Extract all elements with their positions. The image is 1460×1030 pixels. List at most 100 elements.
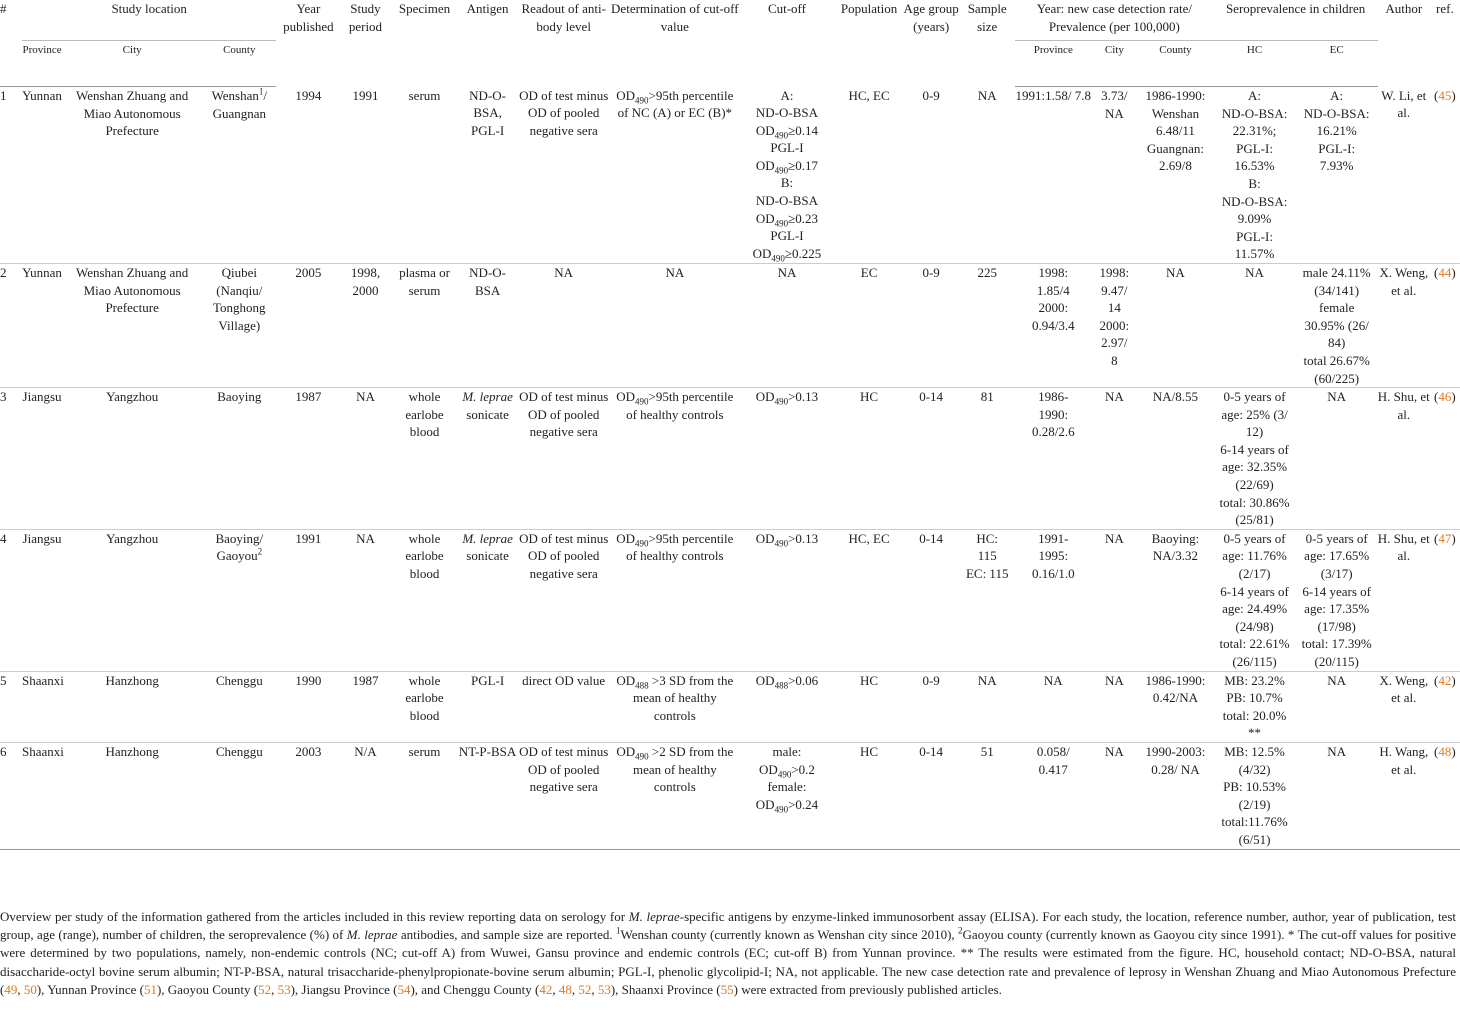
period-cell-text: NA: [356, 389, 375, 405]
seroprev-hc-cell: A: ND-O-BSA: 22.31%; PGL-I: 16.53% B: ND…: [1214, 87, 1296, 264]
year-cell-text: 2005: [295, 264, 322, 280]
author-cell: X. Weng, et al.: [1378, 263, 1430, 387]
study-period-header: Study period: [348, 1, 383, 34]
province-cell-text: Shaanxi: [22, 672, 64, 688]
specimen-cell-text: whole earlobe blood: [405, 389, 444, 440]
ref-header: ref.: [1436, 1, 1454, 16]
table-row: 4 Jiangsu Yangzhou Baoying/ Gaoyou2 1991 NA wh…: [0, 529, 1460, 672]
ref-link[interactable]: 48: [558, 981, 572, 997]
row-number-text: 1: [0, 88, 7, 103]
ref-cell[interactable]: (46): [1434, 389, 1456, 405]
ncdr-county-cell-text: 1986-1990: Wenshan 6.48/11 Guangnan: 2.6…: [1145, 88, 1206, 174]
ref-cell[interactable]: (44): [1434, 264, 1456, 280]
ref-link[interactable]: 42: [539, 981, 553, 997]
county-cell: Baoying: [202, 388, 276, 530]
sample-size-cell-text: HC: 115 EC: 115: [965, 530, 1009, 582]
ref-link[interactable]: 51: [143, 981, 157, 997]
city-cell: Yangzhou: [62, 529, 202, 671]
footnote-text: Overview per study of the information ga…: [0, 909, 629, 924]
readout-cell: direct OD value: [517, 671, 611, 742]
year-published-header: Year published: [283, 1, 334, 34]
city-cell-text: Hanzhong: [105, 743, 159, 759]
ncdr-city-cell: 3.73/ NA: [1091, 87, 1137, 264]
population-cell: HC: [835, 671, 903, 742]
seroprev-hc-cell: MB: 12.5% (4/32) PB: 10.53% (2/19) total…: [1214, 742, 1296, 849]
row-number-text: 2: [0, 264, 7, 280]
specimen-cell: whole earlobe blood: [390, 671, 458, 742]
antigen-cell: NT-P-BSA: [459, 742, 517, 849]
seroprevalence-header: Seroprevalence in children: [1213, 0, 1378, 42]
specimen-cell-text: whole earlobe blood: [405, 672, 444, 723]
cutoff-cell-text: NA: [777, 264, 797, 280]
antigen-cell: ND-O-BSA, PGL-I: [459, 87, 517, 264]
readout-cell: OD of test minus OD of pooled negative s…: [517, 742, 611, 849]
ref-link[interactable]: 53: [597, 981, 611, 997]
ref-link[interactable]: 50: [23, 981, 37, 997]
province-cell-text: Shaanxi: [22, 743, 64, 759]
ncdr-city-cell-text: NA: [1104, 530, 1124, 546]
ncdr-county-cell-text: 1990-2003: 0.28/ NA: [1145, 743, 1206, 777]
specimen-cell-text: plasma or serum: [399, 264, 450, 298]
ref-link[interactable]: 52: [258, 981, 272, 997]
ncdr-province-cell: 1998: 1.85/4 2000: 0.94/3.4: [1015, 263, 1091, 387]
ncdr-city-cell-text: 3.73/ NA: [1101, 88, 1128, 121]
ref-cell[interactable]: (47): [1434, 530, 1456, 546]
ncdr-city-cell: NA: [1091, 742, 1137, 849]
ref-link[interactable]: 42: [1438, 672, 1452, 688]
ref-cell[interactable]: (45): [1434, 87, 1456, 103]
readout-cell: OD of test minus OD of pooled negative s…: [517, 529, 611, 671]
ncdr-province-cell: 1991- 1995: 0.16/1.0: [1015, 529, 1091, 671]
year-cell-text: 2003: [295, 743, 322, 759]
determination-cell-text: OD488 >3 SD from the mean of healthy con…: [616, 672, 734, 723]
readout-cell-text: OD of test minus OD of pooled negative s…: [519, 530, 609, 582]
ref-cell[interactable]: (48): [1434, 743, 1456, 759]
table-body: 1 Yunnan Wenshan Zhuang and Miao Autonomou…: [0, 87, 1460, 850]
specimen-cell: serum: [390, 742, 458, 849]
period-cell-text: 1991: [352, 87, 379, 103]
row-number: 2: [0, 263, 22, 387]
antigen-cell: ND-O-BSA: [459, 263, 517, 387]
cutoff-cell: male: OD490>0.2 female: OD490>0.24: [739, 742, 835, 849]
footnote-text: ), Shaanxi Province (: [610, 981, 721, 997]
footnote-text: ) were extracted from previously publish…: [733, 981, 1002, 997]
antigen-cell: PGL-I: [459, 671, 517, 742]
ref-link[interactable]: 48: [1438, 743, 1452, 759]
ref-link[interactable]: 55: [720, 981, 734, 997]
footnote-text: ), and Chenggu County (: [410, 981, 540, 997]
county-footnote-marker: 2: [257, 547, 263, 558]
ncdr-province-cell-text: 1991:1.58/ 7.8: [1015, 88, 1092, 103]
determination-cell: OD490>95th percentile of healthy control…: [611, 529, 739, 671]
ncdr-province-subheader: Province: [1015, 42, 1092, 87]
period-cell-text: 1998, 2000: [350, 264, 381, 298]
specimen-header: Specimen: [398, 1, 451, 16]
province-cell: Yunnan: [22, 87, 62, 264]
seroprev-ec-cell: male 24.11% (34/141) female 30.95% (26/ …: [1296, 263, 1378, 387]
seroprev-ec-cell-text: NA: [1327, 389, 1347, 405]
seroprev-ec-cell-text: male 24.11% (34/141) female 30.95% (26/ …: [1302, 264, 1371, 386]
ref-link[interactable]: 53: [277, 981, 291, 997]
county-cell: Chenggu: [202, 742, 276, 849]
ref-link[interactable]: 47: [1438, 530, 1452, 546]
year-cell-text: 1991: [295, 530, 322, 546]
province-cell: Jiangsu: [22, 529, 62, 671]
ref-link[interactable]: 46: [1438, 389, 1452, 405]
seroprev-ec-cell-text: 0-5 years of age: 17.65% (3/17) 6-14 yea…: [1301, 530, 1372, 669]
age-cell: 0-14: [903, 742, 959, 849]
row-number: 3: [0, 388, 22, 530]
ref-link[interactable]: 49: [4, 981, 18, 997]
population-cell: HC, EC: [835, 87, 903, 264]
table-row: 5 Shaanxi Hanzhong Chenggu 1990 1987 whole ear…: [0, 671, 1460, 743]
determination-cell: OD490>95th percentile of NC (A) or EC (B…: [611, 87, 739, 264]
county-name: Qiubei (Nanqiu/ Tonghong Village): [213, 264, 266, 333]
ref-cell[interactable]: (42): [1434, 672, 1456, 688]
author-cell-text: H. Shu, et al.: [1377, 389, 1430, 422]
ref-link[interactable]: 52: [578, 981, 592, 997]
sample-size-cell-text: 225: [977, 264, 997, 280]
ref-link[interactable]: 44: [1438, 264, 1452, 280]
ref-link[interactable]: 54: [397, 981, 411, 997]
ncdr-county-cell: Baoying: NA/3.32: [1137, 529, 1213, 671]
county-name: Baoying/ Gaoyou: [215, 530, 264, 564]
ref-link[interactable]: 45: [1438, 87, 1452, 103]
specimen-cell-text: serum: [408, 743, 441, 759]
seroprev-hc-cell-text: MB: 23.2% PB: 10.7% total: 20.0% **: [1222, 672, 1287, 741]
